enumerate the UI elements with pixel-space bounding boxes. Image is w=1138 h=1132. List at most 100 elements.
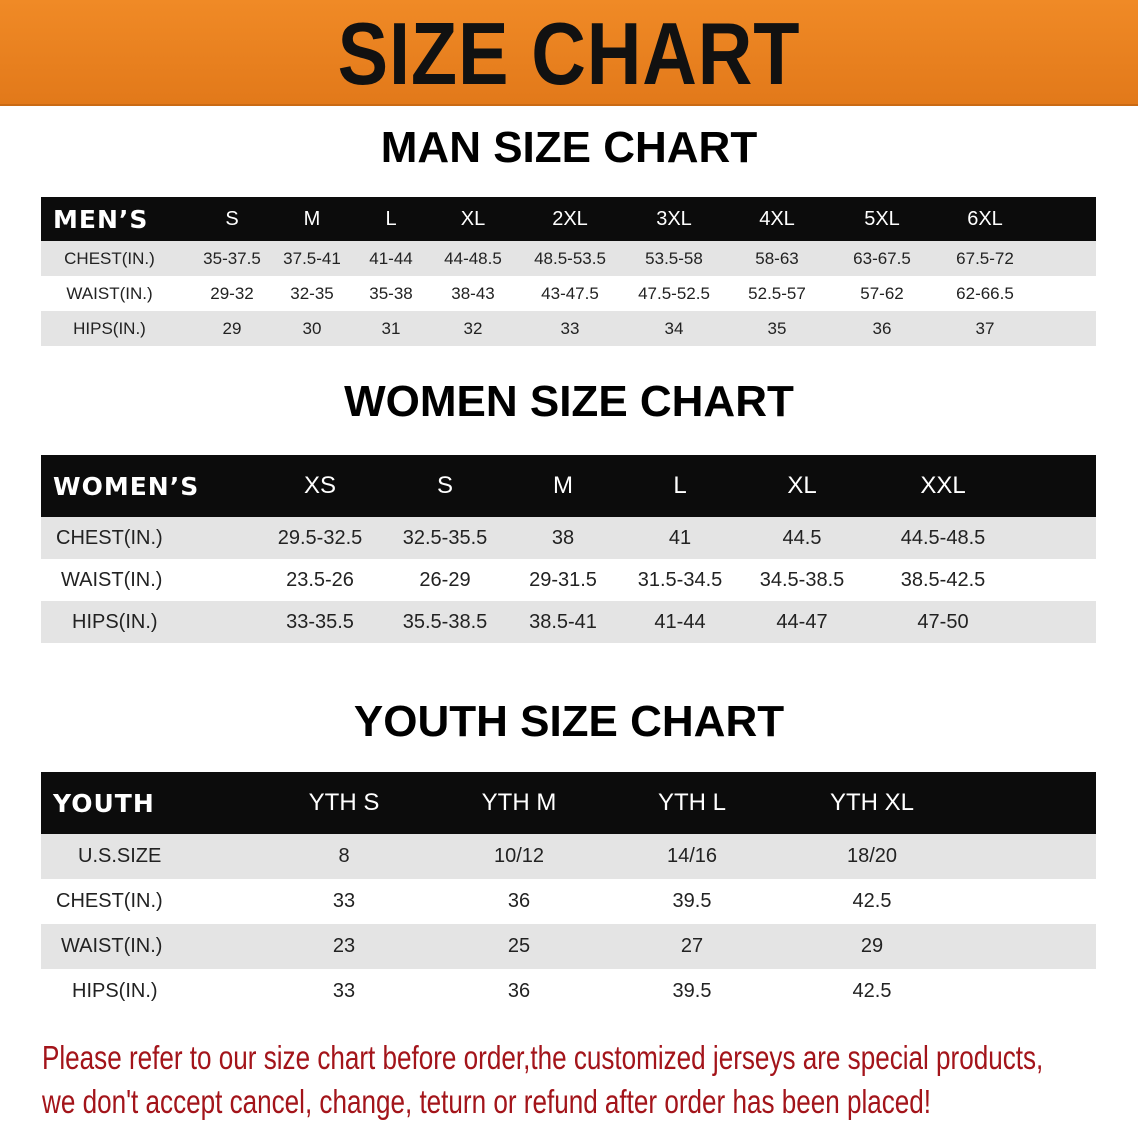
- table-cell: 63-67.5: [853, 248, 911, 268]
- size-header-cell: YTH S: [308, 789, 380, 816]
- table-cell: 26-29: [419, 568, 471, 591]
- table-row: HIPS(IN.) 33-35.5 35.5-38.5 38.5-41 41-44 44-…: [41, 601, 1096, 643]
- table-row: WAIST(IN.) 23.5-26 26-29 29-31.5 31.5-34.5 34…: [41, 559, 1096, 601]
- table-cell: 35-38: [369, 283, 413, 303]
- row-label: HIPS(IN.): [73, 318, 146, 338]
- size-header-cell: 6XL: [967, 207, 1003, 230]
- table-cell: 37: [975, 318, 995, 338]
- size-header-cell: XL: [787, 472, 817, 499]
- table-cell: 35: [767, 318, 787, 338]
- table-cell: 23: [332, 935, 356, 957]
- table-cell: 36: [507, 980, 531, 1002]
- table-cell: 44-47: [776, 610, 828, 633]
- table-cell: 38-43: [451, 283, 495, 303]
- table-cell: 10/12: [493, 845, 545, 867]
- table-cell: 57-62: [860, 283, 904, 303]
- table-cell: 14/16: [666, 845, 718, 867]
- size-header-cell: XXL: [920, 472, 966, 499]
- table-row: WAIST(IN.) 23 25 27 29: [41, 924, 1096, 969]
- table-cell: 38.5-42.5: [900, 568, 986, 591]
- table-cell: 41-44: [369, 248, 413, 268]
- table-cell: 32.5-35.5: [402, 526, 488, 549]
- table-cell: 29: [860, 935, 884, 957]
- table-cell: 33: [560, 318, 580, 338]
- table-cell: 37.5-41: [283, 248, 341, 268]
- row-label: CHEST(IN.): [64, 248, 155, 268]
- table-row: CHEST(IN.) 35-37.5 37.5-41 41-44 44-48.5 48.5…: [41, 241, 1096, 276]
- table-cell: 32-35: [290, 283, 334, 303]
- table-cell: 44.5-48.5: [900, 526, 986, 549]
- size-header-cell: L: [673, 472, 687, 499]
- table-cell: 34.5-38.5: [759, 568, 845, 591]
- table-cell: 29: [222, 318, 242, 338]
- table-cell: 29-31.5: [529, 568, 597, 591]
- table-cell: 18/20: [846, 845, 898, 867]
- table-cell: 39.5: [672, 890, 712, 912]
- notice-text: Please refer to our size chart before or…: [42, 1036, 1069, 1124]
- table-cell: 33: [332, 890, 356, 912]
- table-cell: 58-63: [755, 248, 799, 268]
- table-title-cell: WOMEN’S: [53, 471, 200, 501]
- size-header-cell: L: [385, 207, 397, 230]
- women-size-table: WOMEN’S XS S M L XL XXL CHEST(IN.) 29.5-32.5 32.5…: [41, 455, 1096, 643]
- table-cell: 43-47.5: [541, 283, 599, 303]
- table-cell: 23.5-26: [286, 568, 354, 591]
- table-cell: 29-32: [210, 283, 254, 303]
- table-cell: 41-44: [654, 610, 706, 633]
- table-cell: 30: [302, 318, 322, 338]
- table-row: CHEST(IN.) 33 36 39.5 42.5: [41, 879, 1096, 924]
- table-cell: 29.5-32.5: [277, 526, 363, 549]
- table-cell: 33: [332, 980, 356, 1002]
- size-header-cell: YTH M: [481, 789, 557, 816]
- table-row: HIPS(IN.) 33 36 39.5 42.5: [41, 969, 1096, 1014]
- table-cell: 27: [680, 935, 704, 957]
- table-cell: 38.5-41: [529, 610, 597, 633]
- table-cell: 38: [551, 526, 575, 549]
- men-size-table: MEN’S S M L XL 2XL 3XL 4XL 5XL 6XL CHEST(IN.) 35-37…: [41, 197, 1096, 346]
- table-row: WAIST(IN.) 29-32 32-35 35-38 38-43 43-47.5 47.…: [41, 276, 1096, 311]
- table-cell: 41: [668, 526, 692, 549]
- table-row: HIPS(IN.) 29 30 31 32 33 34 35 36 37: [41, 311, 1096, 346]
- table-header-row: YOUTH YTH S YTH M YTH L YTH XL: [41, 772, 1096, 834]
- banner: SIZE CHART: [0, 0, 1138, 106]
- row-label: HIPS(IN.): [72, 610, 158, 633]
- table-cell: 35.5-38.5: [402, 610, 488, 633]
- table-title-cell: MEN’S: [53, 204, 149, 234]
- youth-size-table: YOUTH YTH S YTH M YTH L YTH XL U.S.SIZE 8 10/12…: [41, 772, 1096, 1014]
- table-cell: 53.5-58: [645, 248, 703, 268]
- table-cell: 39.5: [672, 980, 712, 1002]
- table-cell: 31.5-34.5: [637, 568, 723, 591]
- table-cell: 35-37.5: [203, 248, 261, 268]
- table-cell: 47-50: [917, 610, 969, 633]
- size-header-cell: XL: [460, 207, 486, 230]
- table-header-row: MEN’S S M L XL 2XL 3XL 4XL 5XL 6XL: [41, 197, 1096, 241]
- table-row: U.S.SIZE 8 10/12 14/16 18/20: [41, 834, 1096, 879]
- size-header-cell: YTH L: [657, 789, 726, 816]
- row-label: CHEST(IN.): [56, 890, 163, 912]
- men-section-title: MAN SIZE CHART: [380, 123, 758, 172]
- notice-line-1: Please refer to our size chart before or…: [42, 1039, 1044, 1076]
- women-section-title: WOMEN SIZE CHART: [344, 377, 794, 426]
- table-cell: 48.5-53.5: [534, 248, 606, 268]
- table-cell: 42.5: [852, 890, 892, 912]
- table-cell: 44.5: [782, 526, 822, 549]
- youth-section-title: YOUTH SIZE CHART: [353, 697, 785, 746]
- row-label: WAIST(IN.): [61, 935, 163, 957]
- size-header-cell: 4XL: [759, 207, 795, 230]
- size-header-cell: M: [303, 207, 321, 230]
- table-cell: 67.5-72: [956, 248, 1014, 268]
- size-header-cell: 5XL: [864, 207, 900, 230]
- table-cell: 8: [338, 845, 350, 867]
- size-header-cell: S: [436, 472, 453, 499]
- notice-line-2: we don't accept cancel, change, teturn o…: [42, 1083, 932, 1120]
- table-cell: 52.5-57: [748, 283, 806, 303]
- table-cell: 47.5-52.5: [638, 283, 710, 303]
- table-title-cell: YOUTH: [53, 788, 155, 818]
- size-header-cell: M: [553, 472, 573, 499]
- row-label: WAIST(IN.): [61, 568, 163, 591]
- banner-title: SIZE CHART: [337, 4, 801, 103]
- size-header-cell: YTH XL: [829, 789, 915, 816]
- row-label: HIPS(IN.): [72, 980, 158, 1002]
- table-row: CHEST(IN.) 29.5-32.5 32.5-35.5 38 41 44.5 44.5…: [41, 517, 1096, 559]
- size-header-cell: XS: [303, 472, 336, 499]
